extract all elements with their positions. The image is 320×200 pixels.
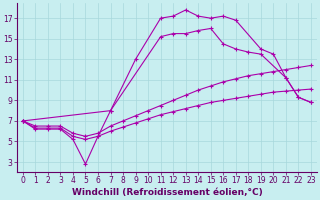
X-axis label: Windchill (Refroidissement éolien,°C): Windchill (Refroidissement éolien,°C): [72, 188, 262, 197]
